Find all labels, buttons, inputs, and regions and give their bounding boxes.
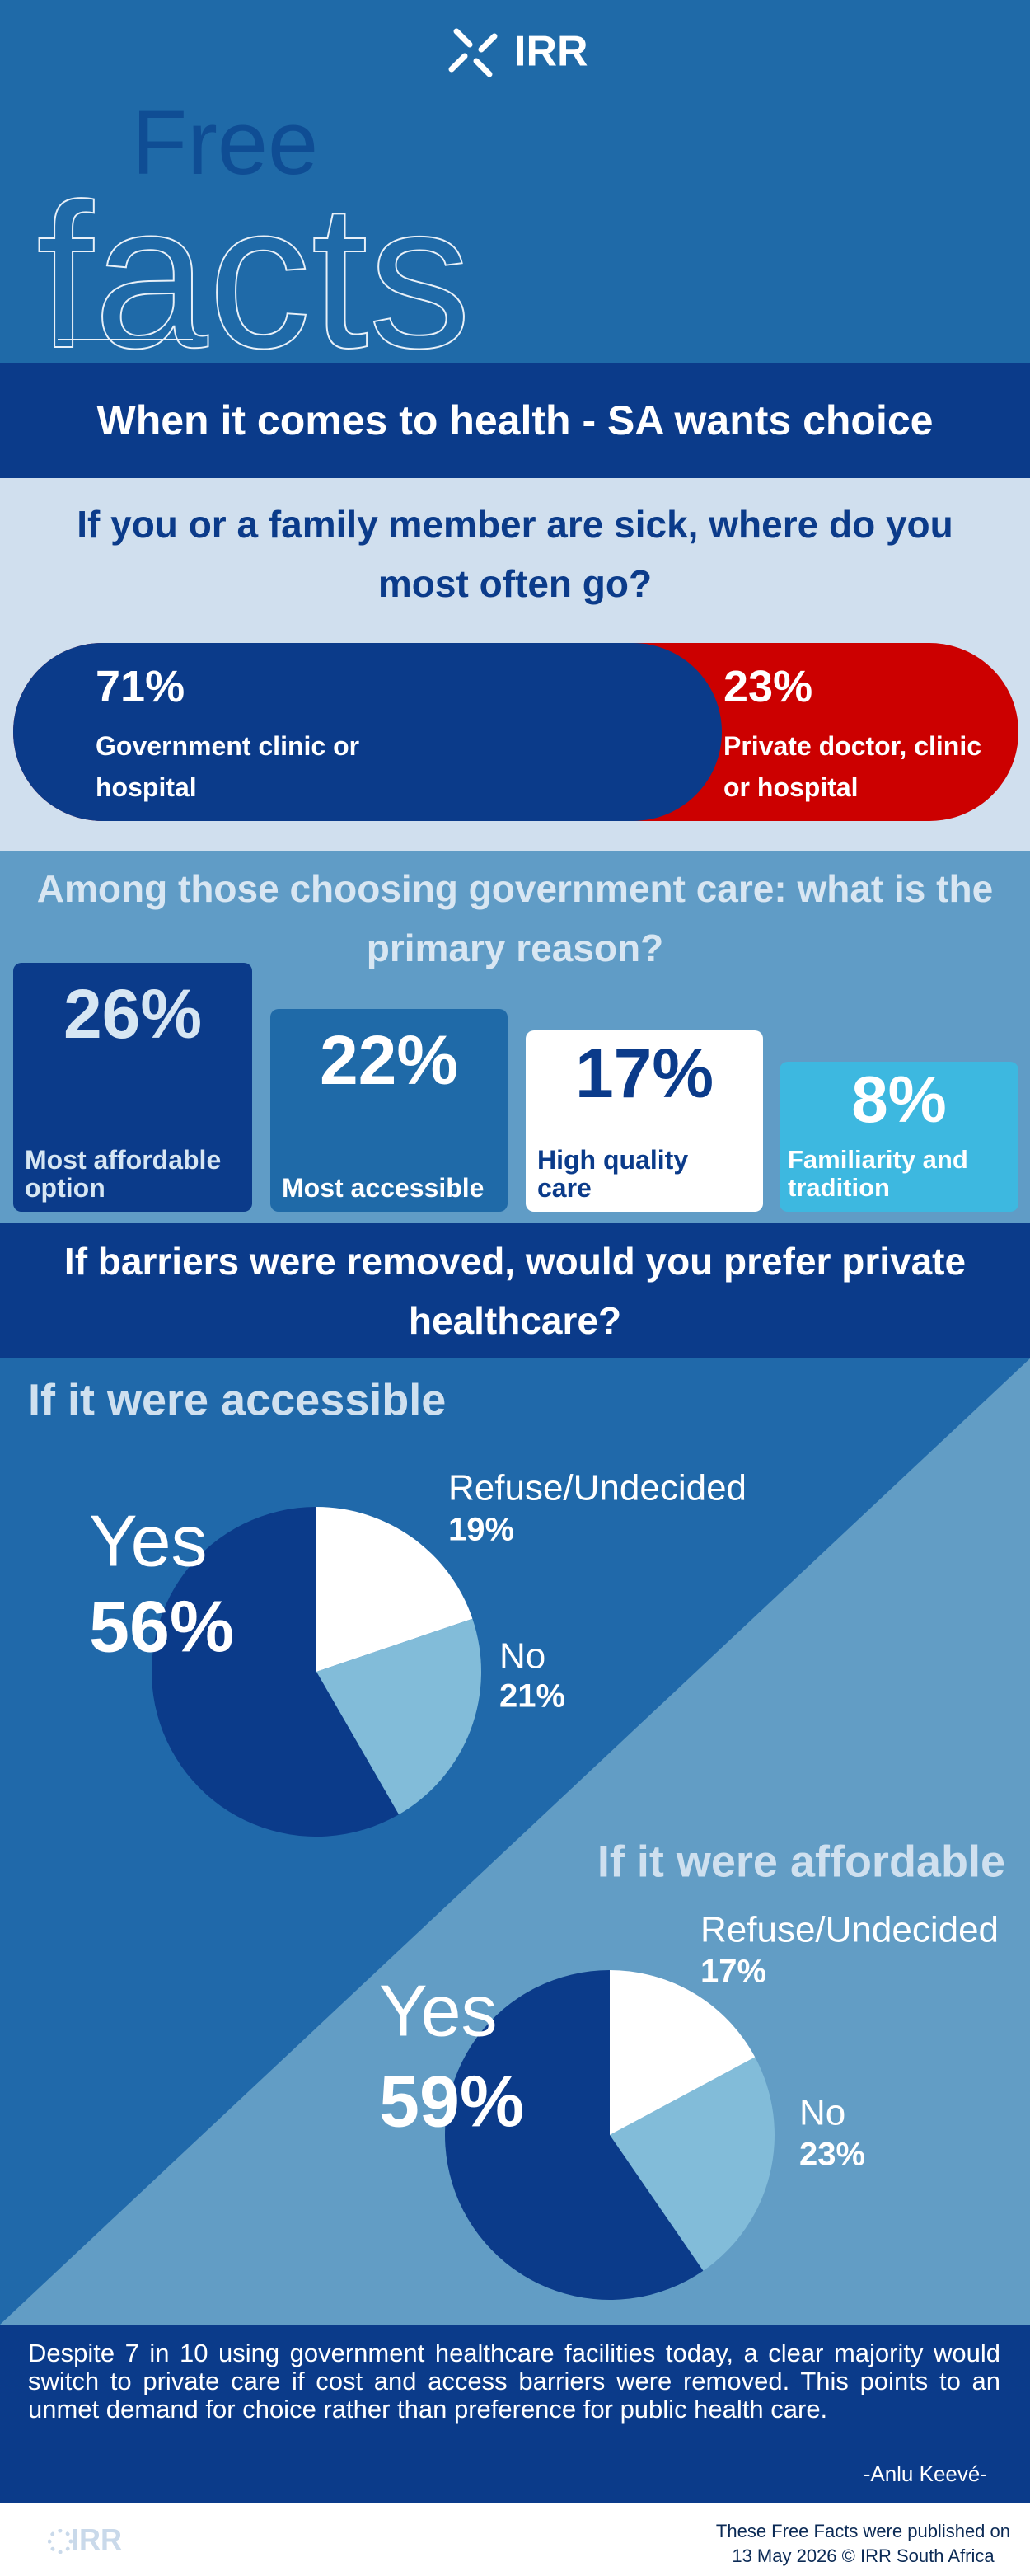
slice-value: 23% bbox=[799, 2137, 865, 2173]
pie-title: If it were accessible bbox=[28, 1375, 446, 1424]
reason-label: Familiarity and tradition bbox=[788, 1145, 968, 1202]
reason-value: 17% bbox=[574, 1035, 714, 1112]
question2-title: Among those choosing government care: wh… bbox=[36, 867, 994, 969]
slice-label: Yes bbox=[379, 1969, 498, 2051]
quote-text: Despite 7 in 10 using government healthc… bbox=[28, 2339, 1000, 2424]
quote-section: Despite 7 in 10 using government healthc… bbox=[0, 2325, 1030, 2503]
quote-author: -Anlu Keevé- bbox=[863, 2461, 987, 2486]
header: IRR Free facts bbox=[0, 0, 1030, 363]
banner: When it comes to health - SA wants choic… bbox=[0, 363, 1030, 478]
option-value: 23% bbox=[723, 662, 813, 711]
reason-label: High quality care bbox=[537, 1145, 689, 1203]
reason-label: Most affordable option bbox=[25, 1145, 222, 1203]
slice-label: No bbox=[499, 1636, 545, 1677]
pie-slice bbox=[610, 1970, 756, 2135]
reason-value: 26% bbox=[63, 975, 203, 1053]
title-large: facts bbox=[36, 161, 471, 363]
reason-box: 22% Most accessible bbox=[270, 1009, 508, 1212]
reason-box: 26% Most affordable option bbox=[13, 963, 252, 1212]
pie-slice bbox=[151, 1507, 400, 1837]
question1-title: If you or a family member are sick, wher… bbox=[77, 503, 953, 605]
footer-logo: IRR bbox=[71, 2522, 122, 2556]
option-label: Private doctor, clinic or hospital bbox=[723, 731, 981, 802]
slice-value: 56% bbox=[89, 1585, 234, 1667]
footer: IRR These Free Facts were published on 1… bbox=[0, 2503, 1030, 2576]
reason-value: 22% bbox=[319, 1021, 459, 1099]
reason-value: 8% bbox=[851, 1063, 947, 1136]
note-line: 13 May 2026 © IRR South Africa bbox=[732, 2546, 995, 2566]
pie-area: If it were accessibleRefuse/Undecided19%… bbox=[0, 1358, 1030, 2325]
slice-value: 21% bbox=[499, 1678, 565, 1715]
reason-label: Most accessible bbox=[282, 1173, 485, 1203]
reason-box: 8% Familiarity and tradition bbox=[780, 1062, 1018, 1212]
slice-value: 17% bbox=[700, 1954, 766, 1990]
slice-label: No bbox=[799, 2093, 845, 2133]
header-art: IRR Free facts bbox=[35, 28, 588, 363]
pie-slice bbox=[316, 1507, 473, 1672]
pie-title: If it were affordable bbox=[597, 1837, 1005, 1886]
slice-value: 19% bbox=[448, 1512, 514, 1548]
title-small: Free bbox=[132, 92, 318, 194]
logo-icon bbox=[448, 28, 498, 77]
pie-slice bbox=[445, 1970, 704, 2300]
logo-text: IRR bbox=[514, 28, 588, 76]
option-label: Government clinic or hospital bbox=[96, 731, 360, 802]
note-line: These Free Facts were published on bbox=[715, 2521, 1010, 2541]
question3-title-text: If barriers were removed, would you pref… bbox=[63, 1240, 967, 1342]
slice-label: Yes bbox=[89, 1499, 208, 1581]
pie-slice bbox=[610, 2057, 775, 2271]
reason-box: 17% High quality care bbox=[526, 1030, 763, 1212]
question1-section: If you or a family member are sick, wher… bbox=[0, 478, 1030, 851]
slice-label: Refuse/Undecided bbox=[448, 1468, 747, 1509]
slice-label: Refuse/Undecided bbox=[700, 1910, 999, 1950]
footer-note: These Free Facts were published on 13 Ma… bbox=[716, 2519, 1010, 2569]
option-value: 71% bbox=[96, 662, 185, 711]
question2-section: Among those choosing government care: wh… bbox=[0, 851, 1030, 1223]
question3-title: If barriers were removed, would you pref… bbox=[0, 1223, 1030, 1358]
footer-icon bbox=[48, 2529, 73, 2554]
pill-government bbox=[13, 643, 722, 821]
pie-slice bbox=[316, 1618, 481, 1815]
slice-value: 59% bbox=[379, 2060, 524, 2142]
